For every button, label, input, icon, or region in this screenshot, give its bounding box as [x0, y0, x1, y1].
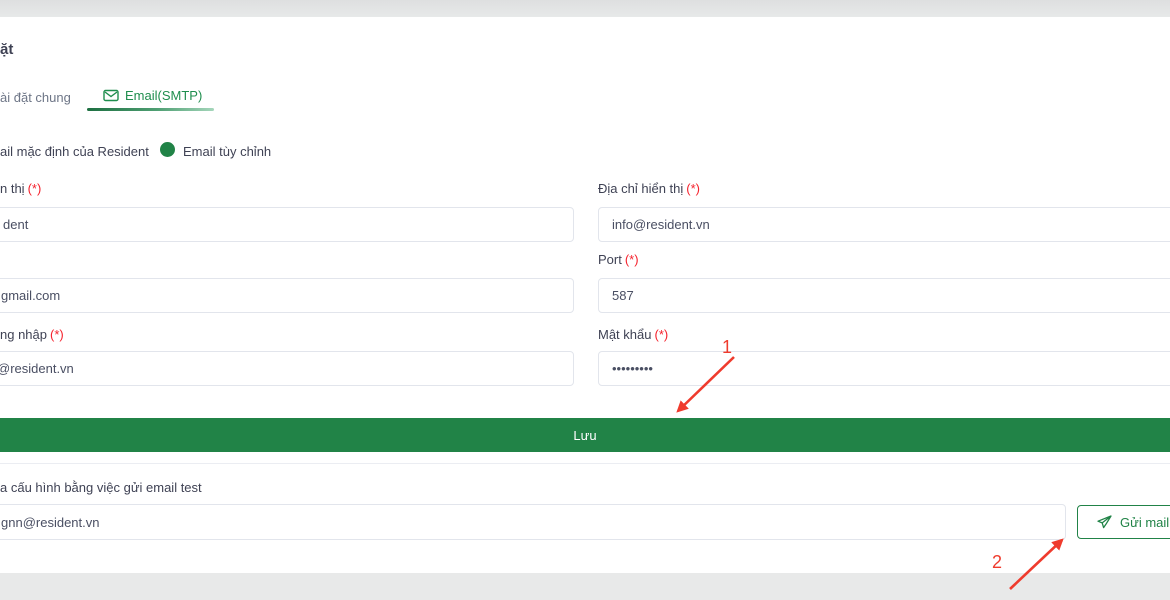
required-marker: (*) — [654, 327, 669, 342]
port-label: Port (*) — [598, 252, 639, 267]
tab-email-label: Email(SMTP) — [125, 88, 203, 103]
tab-general-settings[interactable]: ài đặt chung — [0, 90, 71, 105]
test-email-description: a cấu hình bằng việc gửi email test — [0, 480, 202, 495]
top-bar — [0, 0, 1170, 17]
password-input[interactable] — [598, 351, 1170, 386]
display-address-input[interactable] — [598, 207, 1170, 242]
send-mail-button[interactable]: Gửi mail — [1077, 505, 1170, 539]
page-title: ặt — [0, 41, 14, 58]
annotation-step-2: 2 — [992, 552, 1002, 572]
display-address-label: Địa chỉ hiển thị (*) — [598, 181, 700, 196]
envelope-icon — [103, 89, 119, 102]
send-icon — [1097, 515, 1112, 529]
footer-band — [0, 573, 1170, 600]
required-marker: (*) — [50, 327, 64, 342]
password-label: Mật khẩu (*) — [598, 327, 669, 342]
section-divider — [0, 463, 1170, 464]
tab-email-smtp[interactable]: Email(SMTP) — [103, 88, 202, 103]
username-label: ng nhập (*) — [0, 327, 64, 342]
required-marker: (*) — [624, 252, 639, 267]
username-input[interactable] — [0, 351, 574, 386]
test-email-input[interactable] — [0, 504, 1066, 540]
required-marker: (*) — [686, 181, 700, 196]
display-name-label: n thị (*) — [0, 181, 42, 196]
save-button[interactable]: Lưu — [0, 418, 1170, 452]
send-mail-label: Gửi mail — [1120, 514, 1170, 530]
port-input[interactable] — [598, 278, 1170, 313]
radio-custom-email-selected[interactable] — [160, 142, 175, 157]
smtp-server-input[interactable] — [0, 278, 574, 313]
radio-label-custom-email[interactable]: Email tùy chỉnh — [183, 144, 272, 159]
required-marker: (*) — [27, 181, 42, 196]
active-tab-underline — [87, 108, 214, 111]
display-name-input[interactable] — [0, 207, 574, 242]
radio-label-default-email[interactable]: ail mặc định của Resident — [0, 144, 149, 159]
